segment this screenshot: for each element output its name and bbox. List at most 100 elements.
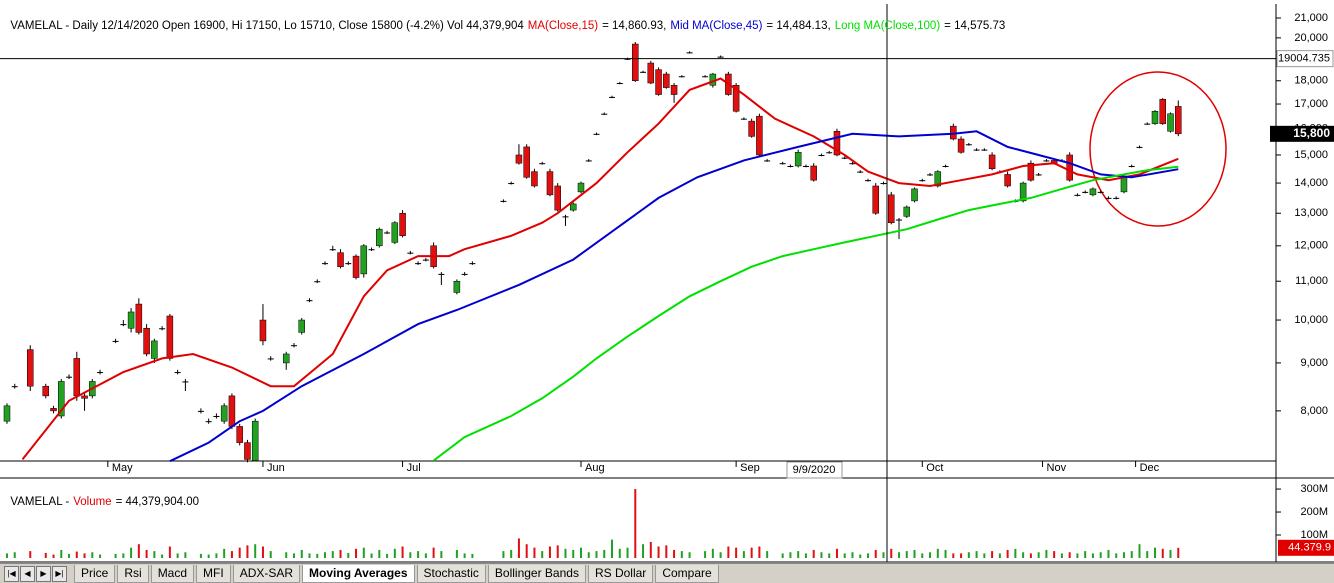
legend-entry: Long MA(Close,100): [834, 20, 941, 32]
tab[interactable]: Compare: [655, 564, 719, 583]
candle-body: [360, 245, 368, 275]
candle-body: [849, 163, 856, 165]
candle-body: [546, 171, 554, 196]
volume-bar: [603, 549, 606, 558]
tab[interactable]: Stochastic: [416, 564, 486, 583]
volume-bar: [5, 553, 8, 558]
candle-body: [562, 216, 569, 218]
candle-body: [438, 273, 445, 275]
candle-body: [965, 144, 972, 146]
nav-last[interactable]: ▶|: [52, 565, 67, 582]
volume-last-box: [1278, 539, 1334, 556]
legend-entry: Mid MA(Close,45): [670, 20, 763, 32]
candle-body: [205, 421, 212, 423]
candle-body: [554, 185, 561, 211]
ma-line: [432, 165, 1179, 462]
candle-body: [368, 249, 375, 251]
volume-bar: [1099, 552, 1102, 558]
volume-name: Volume: [73, 496, 112, 508]
candle-body: [182, 381, 189, 383]
candle-body: [236, 426, 243, 443]
x-tick-label: Nov: [1047, 462, 1067, 474]
candle-body: [1175, 106, 1182, 135]
x-tick-label: Aug: [585, 462, 605, 474]
candle-body: [1043, 160, 1050, 162]
candle-body: [934, 171, 942, 187]
candle-body: [151, 340, 158, 359]
candle-body: [585, 160, 592, 162]
tab[interactable]: Rsi: [117, 564, 149, 583]
volume-bar: [998, 553, 1001, 558]
candle-body: [282, 353, 290, 364]
volume-bar: [1177, 547, 1180, 558]
candle-body: [702, 76, 709, 78]
candle-body: [58, 381, 65, 417]
volume-header: VAMELAL - Volume = 44,379,904.00: [4, 481, 203, 509]
candle-body: [523, 146, 530, 178]
candle-body: [127, 311, 135, 329]
volume-bar: [517, 538, 520, 558]
volume-bar: [300, 549, 303, 558]
candle-body: [213, 415, 220, 417]
candle-body: [1105, 197, 1112, 199]
tab[interactable]: Bollinger Bands: [487, 564, 586, 583]
volume-bar: [130, 547, 133, 558]
volume-bar: [921, 553, 924, 558]
volume-bar: [52, 554, 55, 558]
ma-line: [21, 77, 1179, 461]
nav-prev[interactable]: ◀: [20, 565, 35, 582]
x-tick-label: Oct: [926, 462, 943, 474]
tab[interactable]: ADX-SAR: [232, 564, 301, 583]
volume-bar: [502, 551, 505, 558]
x-tick-label: Jun: [267, 462, 285, 474]
volume-bar: [83, 553, 86, 558]
volume-bar: [114, 553, 117, 558]
candle-body: [453, 280, 461, 293]
candle-body: [802, 165, 809, 167]
y-tick-label: 18,000: [1294, 75, 1328, 87]
tab[interactable]: Macd: [150, 564, 195, 583]
candle-body: [957, 138, 965, 153]
tab[interactable]: RS Dollar: [587, 564, 654, 583]
crosshair-date-label: 9/9/2020: [793, 464, 836, 476]
volume-bar: [929, 552, 932, 558]
candle-body: [1113, 197, 1120, 199]
candle-body: [376, 228, 383, 247]
volume-bar: [91, 552, 94, 558]
tab[interactable]: Price: [74, 564, 116, 583]
candle-body: [66, 376, 73, 378]
candle-body: [174, 372, 181, 374]
volume-bar: [285, 552, 288, 558]
volume-bar: [525, 544, 528, 558]
candle-body: [748, 120, 755, 137]
candle-body: [290, 345, 297, 347]
last-price-label: 15,800: [1293, 126, 1330, 140]
candle-body: [415, 263, 422, 265]
volume-bar: [874, 549, 877, 558]
nav-next[interactable]: ▶: [36, 565, 51, 582]
tab[interactable]: Moving Averages: [302, 564, 415, 583]
volume-bar: [339, 549, 342, 558]
volume-bar: [1153, 547, 1156, 558]
volume-bar: [587, 552, 590, 558]
volume-bar: [680, 551, 683, 558]
volume-bar: [859, 554, 862, 558]
candle-body: [717, 56, 724, 58]
candle-body: [1004, 174, 1011, 187]
volume-bar: [1006, 549, 1009, 558]
volume-bar: [618, 548, 621, 558]
candle-body: [1066, 154, 1073, 181]
candle-body: [670, 85, 678, 95]
volume-bar: [1084, 551, 1087, 558]
nav-first[interactable]: |◀: [4, 565, 19, 582]
candle-body: [1082, 191, 1089, 193]
volume-bar: [215, 553, 218, 558]
candle-body: [461, 273, 468, 275]
volume-tick-label: 200M: [1300, 506, 1328, 518]
volume-bar: [230, 551, 233, 558]
volume-bar: [331, 551, 334, 558]
tab[interactable]: MFI: [196, 564, 231, 583]
volume-bar: [424, 553, 427, 558]
candle-body: [732, 85, 740, 112]
legend-readout: = 14,575.73: [944, 20, 1006, 32]
